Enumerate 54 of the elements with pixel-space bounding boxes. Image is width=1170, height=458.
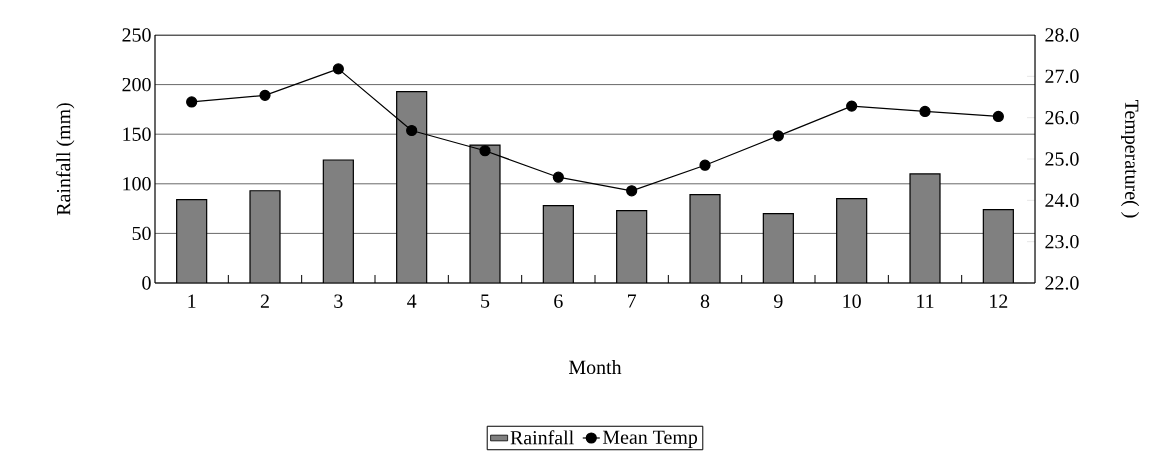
x-tick-label: 7 <box>628 294 637 308</box>
bar <box>690 194 721 283</box>
point <box>259 89 271 101</box>
point <box>699 159 711 171</box>
x-tick-label: 4 <box>407 294 417 308</box>
x-tick-label: 8 <box>700 294 710 308</box>
legend-label: Rainfall <box>510 430 574 445</box>
point <box>846 100 858 112</box>
bar <box>836 198 867 283</box>
point <box>772 130 784 142</box>
x-tick-label: 1 <box>188 294 196 308</box>
bar <box>982 208 1014 283</box>
bar <box>763 213 794 283</box>
bar <box>470 145 500 283</box>
y2-tick-label: 27.0 <box>1045 69 1079 84</box>
y2-tick-label: 24.0 <box>1045 193 1079 208</box>
y-tick-label: 100 <box>123 177 151 191</box>
point <box>406 124 418 137</box>
point <box>332 63 344 75</box>
bar <box>396 91 427 283</box>
x-tick-label: 10 <box>843 294 861 308</box>
y2-tick-label: 22.0 <box>1045 276 1079 290</box>
bar <box>910 173 941 283</box>
x-axis-title: Month <box>569 360 622 375</box>
x-tick-label: 2 <box>260 294 269 308</box>
bar <box>250 190 280 283</box>
point <box>919 105 931 118</box>
y-tick-label: 150 <box>123 127 151 141</box>
point <box>992 110 1004 123</box>
y2-tick-label: 28.0 <box>1045 28 1079 42</box>
y2-axis-title: Temperature( ) <box>1121 100 1140 218</box>
y2-tick-label: 23.0 <box>1045 234 1079 249</box>
y2-tick-label: 26.0 <box>1045 110 1079 125</box>
point <box>479 145 491 157</box>
bar <box>543 205 574 283</box>
y2-tick-label: 25.0 <box>1045 152 1079 166</box>
y-axis-title: Rainfall (mm) <box>56 103 75 216</box>
point <box>626 185 638 197</box>
y-tick-label: 0 <box>142 276 151 290</box>
y-tick-label: 250 <box>122 28 151 42</box>
bar <box>323 159 354 283</box>
x-tick-label: 9 <box>774 294 783 308</box>
bar <box>616 210 647 283</box>
y-tick-label: 50 <box>132 226 151 241</box>
y-tick-label: 200 <box>122 77 151 92</box>
x-tick-label: 3 <box>334 294 343 308</box>
bar <box>176 199 207 283</box>
point <box>552 171 564 183</box>
x-tick-label: 6 <box>554 294 563 308</box>
x-tick-label: 11 <box>917 294 934 308</box>
x-tick-label: 12 <box>990 294 1008 308</box>
legend-label: Mean Temp <box>602 430 698 449</box>
point <box>186 96 198 108</box>
x-tick-label: 5 <box>481 294 490 308</box>
